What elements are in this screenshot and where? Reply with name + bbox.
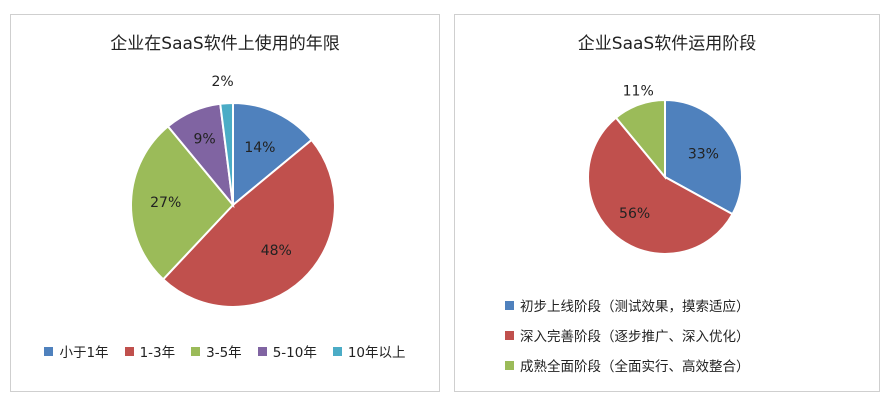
legend-item-1-3-years: 1-3年 [124,341,176,361]
pie-data-label: 33% [688,146,719,162]
legend-swatch [332,346,342,356]
legend-label: 成熟全面阶段（全面实行、高效整合） [520,359,750,375]
legend-item-initial-stage: 初步上线阶段（测试效果，摸索适应） [505,295,750,315]
legend-swatch [505,300,514,310]
legend-label: 10年以上 [347,345,406,361]
pie-slice [587,116,734,255]
legend-stages: 初步上线阶段（测试效果，摸索适应） 深入完善阶段（逐步推广、深入优化） 成熟全面… [505,295,750,375]
legend-item-deepening-stage: 深入完善阶段（逐步推广、深入优化） [505,325,750,345]
pie-slice [219,101,234,206]
pie-chart-stages: 33% 56% 11% [587,84,743,255]
legend-swatch [44,346,54,356]
pie-data-label: 48% [261,243,292,259]
chart-panel-years: 企业在SaaS软件上使用的年限 14% 48% 27% 9% 2% 小于1年 1-3年 … [10,14,440,392]
legend-item-under-1-year: 小于1年 [44,341,109,361]
pie-data-label: 14% [244,140,275,156]
pie-data-label: 9% [193,132,215,148]
pie-data-label: 11% [623,84,654,100]
legend-swatch [505,360,514,370]
chart-panel-stages: 企业SaaS软件运用阶段 33% 56% 11% 初步上线阶段（测试效果，摸索适应）… [454,14,880,392]
legend-label: 3-5年 [206,345,242,361]
legend-label: 1-3年 [139,345,176,361]
legend-label: 初步上线阶段（测试效果，摸索适应） [520,299,750,315]
pie-slice [161,138,336,308]
legend-label: 小于1年 [59,345,109,361]
pie-data-label: 56% [619,206,650,222]
pie-slice [130,125,235,281]
legend-label: 深入完善阶段（逐步推广、深入优化） [520,329,750,345]
legend-swatch [124,346,134,356]
legend-swatch [191,346,201,356]
legend-item-over-10-years: 10年以上 [332,341,406,361]
chart-title-stages: 企业SaaS软件运用阶段 [577,34,757,54]
legend-swatch [257,346,267,356]
pie-slice [664,98,743,216]
pie-slice [614,98,666,180]
legend-item-3-5-years: 3-5年 [191,341,242,361]
legend-swatch [505,330,514,340]
chart-title-years: 企业在SaaS软件上使用的年限 [110,34,340,54]
legend-item-mature-stage: 成熟全面阶段（全面实行、高效整合） [505,355,750,375]
legend-label: 5-10年 [272,345,317,361]
pie-data-label: 27% [150,195,181,211]
pie-slice [232,101,313,208]
legend-years: 小于1年 1-3年 3-5年 5-10年 10年以上 [11,341,439,361]
pie-data-label: 2% [211,74,233,90]
pie-chart-years: 14% 48% 27% 9% 2% [130,74,336,308]
legend-item-5-10-years: 5-10年 [257,341,317,361]
